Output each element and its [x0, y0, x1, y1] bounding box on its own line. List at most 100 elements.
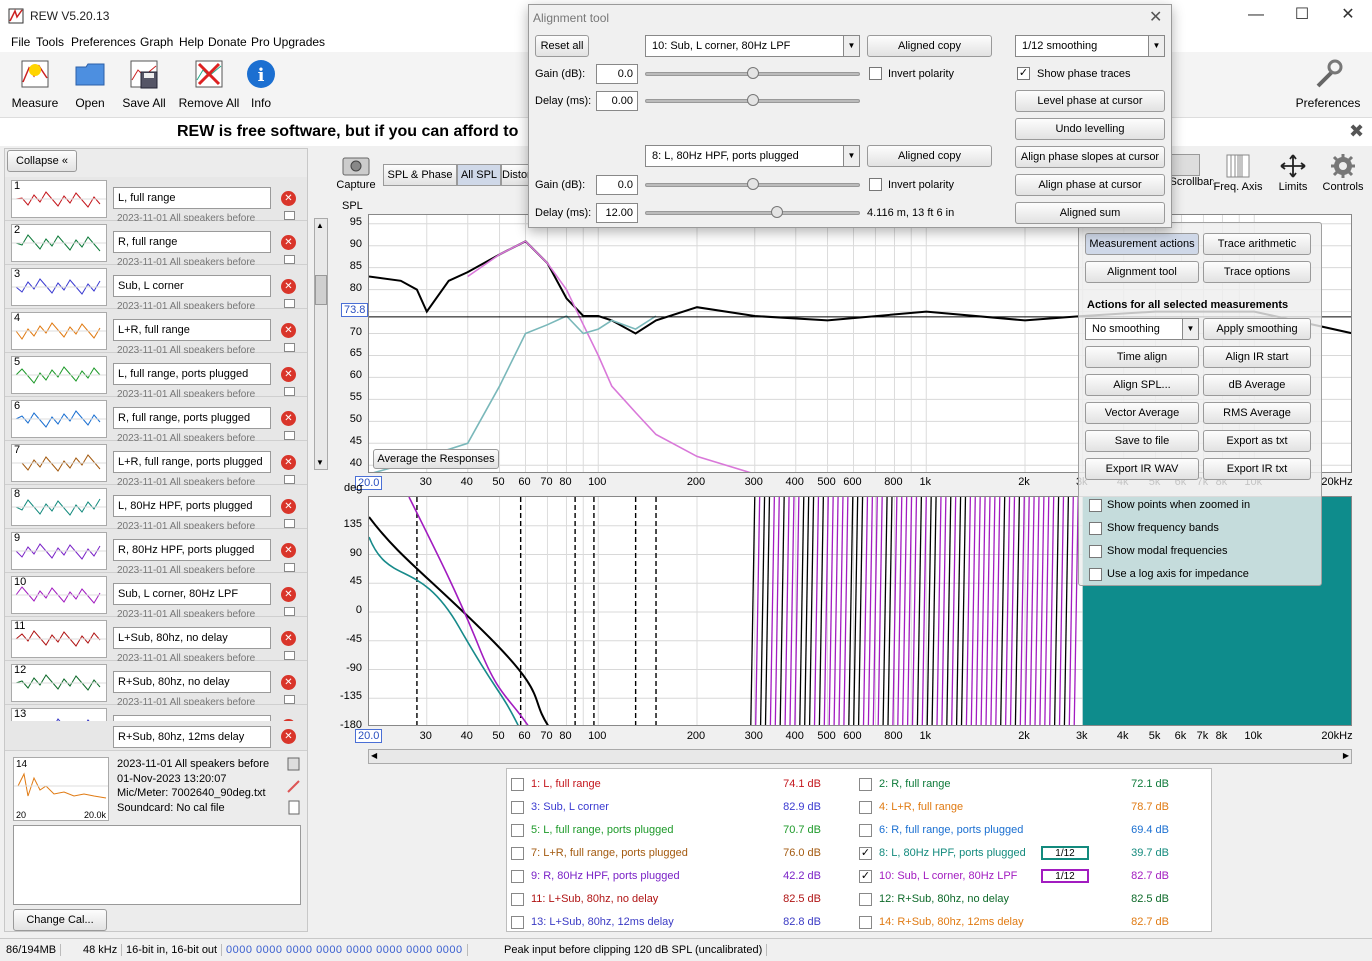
smoothing-select[interactable]: No smoothing ▼ [1085, 318, 1199, 340]
vector-average-button[interactable]: Vector Average [1085, 402, 1199, 424]
delay-2-slider[interactable] [645, 211, 860, 215]
smoothing-badge[interactable]: 1/12 [1041, 846, 1089, 860]
edit-icon[interactable] [287, 757, 300, 771]
align-phase-slopes-button[interactable]: Align phase slopes at cursor [1015, 146, 1165, 168]
measurement-row[interactable]: 11 L+Sub, 80hz, no delay ✕ 2023-11-01 All s… [5, 617, 307, 661]
edit-icon[interactable] [284, 695, 295, 704]
legend-entry[interactable]: 1: L, full range 74.1 dB [511, 775, 851, 795]
legend-entry[interactable]: 4: L+R, full range 78.7 dB [859, 798, 1199, 818]
legend-entry[interactable]: 7: L+R, full range, ports plugged 76.0 dB [511, 844, 851, 864]
measurement-thumbnail[interactable] [11, 268, 107, 306]
invert-polarity-1-checkbox[interactable] [869, 67, 882, 80]
measurement-name-input[interactable]: L+R, full range [113, 319, 271, 341]
delete-measurement-icon[interactable]: ✕ [281, 675, 296, 690]
legend-entry[interactable]: 14: R+Sub, 80hz, 12ms delay 82.7 dB [859, 913, 1199, 933]
close-dialog-icon[interactable]: ✕ [1149, 9, 1163, 26]
delete-measurement-icon[interactable]: ✕ [281, 323, 296, 338]
edit-icon[interactable] [284, 255, 295, 264]
delete-measurement-icon[interactable]: ✕ [281, 631, 296, 646]
gain-2-slider-knob[interactable] [747, 178, 759, 190]
db-average-button[interactable]: dB Average [1203, 374, 1311, 396]
tab-measurement-actions[interactable]: Measurement actions [1085, 233, 1199, 255]
edit-icon[interactable] [284, 299, 295, 308]
scroll-up-icon[interactable]: ▲ [316, 221, 324, 230]
align-spl-button[interactable]: Align SPL... [1085, 374, 1199, 396]
measurement-row[interactable]: 5 L, full range, ports plugged ✕ 2023-11-01… [5, 353, 307, 397]
legend-entry[interactable]: 3: Sub, L corner 82.9 dB [511, 798, 851, 818]
delete-measurement-icon[interactable]: ✕ [281, 587, 296, 602]
measurement-1-select[interactable]: 10: Sub, L corner, 80Hz LPF ▼ [645, 35, 860, 57]
measurement-name-input[interactable]: L, full range, ports plugged [113, 363, 271, 385]
smoothing-dropdown[interactable]: 1/12 smoothing ▼ [1015, 35, 1165, 57]
legend-checkbox[interactable] [511, 778, 524, 791]
close-window-button[interactable]: ✕ [1341, 6, 1355, 23]
show-modal-checkbox[interactable] [1089, 545, 1102, 558]
measurement-row[interactable]: 4 L+R, full range ✕ 2023-11-01 All speakers… [5, 309, 307, 353]
aligned-copy-1-button[interactable]: Aligned copy [867, 35, 992, 57]
measurement-thumbnail[interactable] [11, 180, 107, 218]
measurement-name-input[interactable]: L, full range [113, 187, 271, 209]
measurement-row[interactable]: 10 Sub, L corner, 80Hz LPF ✕ 2023-11-01 All… [5, 573, 307, 617]
delete-measurement-icon[interactable]: ✕ [281, 499, 296, 514]
measurement-row-current[interactable]: R+Sub, 80hz, 12ms delay ✕ [5, 721, 307, 751]
measurement-name-input[interactable]: Sub, L corner, 80Hz LPF [113, 583, 271, 605]
measurement-thumbnail[interactable] [11, 488, 107, 526]
tab-alignment-tool[interactable]: Alignment tool [1085, 261, 1199, 283]
freq-axis-button[interactable]: Freq. Axis [1210, 154, 1266, 198]
show-points-checkbox[interactable] [1089, 499, 1102, 512]
legend-checkbox[interactable] [511, 870, 524, 883]
apply-smoothing-button[interactable]: Apply smoothing [1203, 318, 1311, 340]
aligned-copy-2-button[interactable]: Aligned copy [867, 145, 992, 167]
delete-measurement-icon[interactable]: ✕ [281, 191, 296, 206]
legend-checkbox[interactable] [859, 778, 872, 791]
legend-checkbox[interactable]: ✓ [859, 847, 872, 860]
open-button[interactable]: Open [58, 52, 122, 118]
gain-1-slider-knob[interactable] [747, 67, 759, 79]
legend-checkbox[interactable] [511, 824, 524, 837]
measurement-thumbnail[interactable] [11, 224, 107, 262]
legend-entry[interactable]: 11: L+Sub, 80hz, no delay 82.5 dB [511, 890, 851, 910]
measurement-row[interactable]: 6 R, full range, ports plugged ✕ 2023-11-01… [5, 397, 307, 441]
legend-checkbox[interactable] [859, 893, 872, 906]
average-responses-button[interactable]: Average the Responses [373, 449, 499, 469]
menu-pro-upgrades[interactable]: Pro Upgrades [251, 35, 326, 49]
measurement-thumbnail[interactable] [11, 444, 107, 482]
reset-all-button[interactable]: Reset all [535, 35, 589, 57]
gain-1-input[interactable]: 0.0 [596, 64, 638, 84]
controls-button[interactable]: Controls [1316, 154, 1370, 198]
measurement-thumbnail[interactable] [11, 620, 107, 658]
export-as-txt-button[interactable]: Export as txt [1203, 430, 1311, 452]
align-phase-button[interactable]: Align phase at cursor [1015, 174, 1165, 196]
minimize-button[interactable]: — [1248, 6, 1264, 23]
measurement-thumbnail[interactable] [11, 576, 107, 614]
scroll-right-icon[interactable]: ▶ [1342, 751, 1349, 760]
legend-entry[interactable]: 6: R, full range, ports plugged 69.4 dB [859, 821, 1199, 841]
export-ir-txt-button[interactable]: Export IR txt [1203, 458, 1311, 480]
capture-button[interactable]: Capture [334, 154, 378, 194]
scroll-left-icon[interactable]: ◀ [371, 751, 378, 760]
measurement-row[interactable]: 1 L, full range ✕ 2023-11-01 All speakers b… [5, 177, 307, 221]
legend-entry[interactable]: 13: L+Sub, 80hz, 12ms delay 82.8 dB [511, 913, 851, 933]
measurement-row[interactable]: 12 R+Sub, 80hz, no delay ✕ 2023-11-01 All s… [5, 661, 307, 705]
delete-measurement-icon[interactable]: ✕ [281, 455, 296, 470]
document-icon[interactable] [288, 800, 300, 815]
freq-horizontal-scrollbar[interactable]: ◀ ▶ [368, 749, 1352, 764]
delete-measurement-icon[interactable]: ✕ [281, 729, 296, 744]
undo-levelling-button[interactable]: Undo levelling [1015, 118, 1165, 140]
legend-checkbox[interactable] [511, 916, 524, 929]
info-button[interactable]: i Info [229, 52, 293, 118]
edit-icon[interactable] [284, 519, 295, 528]
save-to-file-button[interactable]: Save to file [1085, 430, 1199, 452]
legend-entry[interactable]: ✓ 10: Sub, L corner, 80Hz LPF 82.7 dB 1/12 [859, 867, 1199, 887]
delay-1-input[interactable]: 0.00 [596, 91, 638, 111]
delay-2-slider-knob[interactable] [771, 206, 783, 218]
delete-measurement-icon[interactable]: ✕ [281, 279, 296, 294]
legend-checkbox[interactable] [859, 916, 872, 929]
delete-measurement-icon[interactable]: ✕ [281, 367, 296, 382]
export-ir-wav-button[interactable]: Export IR WAV [1085, 458, 1199, 480]
tab-spl-phase[interactable]: SPL & Phase [383, 164, 457, 186]
measurement-name-input[interactable]: R, full range [113, 231, 271, 253]
legend-entry[interactable]: 2: R, full range 72.1 dB [859, 775, 1199, 795]
scrollbars-button[interactable]: Scrollbars [1158, 154, 1214, 198]
measurement-name-input[interactable]: Sub, L corner [113, 275, 271, 297]
